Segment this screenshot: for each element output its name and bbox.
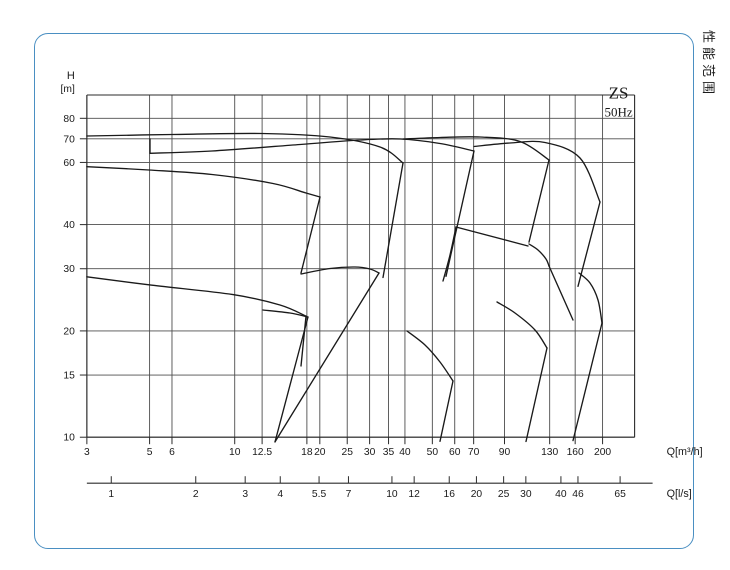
- svg-text:40: 40: [399, 447, 411, 458]
- svg-text:5.5: 5.5: [312, 489, 327, 500]
- svg-text:3: 3: [242, 489, 248, 500]
- svg-text:40: 40: [555, 489, 567, 500]
- svg-text:4: 4: [277, 489, 283, 500]
- svg-text:Q[l/s]: Q[l/s]: [667, 488, 692, 500]
- svg-text:60: 60: [449, 447, 461, 458]
- svg-text:[m]: [m]: [61, 84, 75, 95]
- svg-text:1: 1: [108, 489, 114, 500]
- svg-text:130: 130: [541, 447, 558, 458]
- svg-text:200: 200: [594, 447, 611, 458]
- svg-text:16: 16: [443, 489, 455, 500]
- svg-text:12.5: 12.5: [252, 447, 272, 458]
- svg-text:2: 2: [193, 489, 199, 500]
- svg-text:3: 3: [84, 447, 90, 458]
- svg-text:70: 70: [468, 447, 480, 458]
- svg-text:60: 60: [63, 158, 75, 169]
- svg-text:30: 30: [520, 489, 532, 500]
- svg-text:65: 65: [614, 489, 626, 500]
- svg-text:46: 46: [572, 489, 584, 500]
- svg-text:15: 15: [63, 371, 75, 382]
- svg-text:10: 10: [386, 489, 398, 500]
- svg-text:40: 40: [63, 220, 75, 231]
- svg-text:12: 12: [408, 489, 420, 500]
- svg-text:20: 20: [63, 326, 75, 337]
- svg-text:160: 160: [567, 447, 584, 458]
- svg-text:18: 18: [301, 447, 313, 458]
- svg-text:90: 90: [499, 447, 511, 458]
- svg-text:30: 30: [364, 447, 376, 458]
- svg-text:30: 30: [63, 264, 75, 275]
- svg-text:Q[m³/h]: Q[m³/h]: [667, 446, 703, 458]
- svg-text:5: 5: [147, 447, 153, 458]
- svg-text:H: H: [67, 70, 75, 82]
- svg-text:35: 35: [383, 447, 395, 458]
- svg-text:25: 25: [341, 447, 353, 458]
- svg-text:50: 50: [427, 447, 439, 458]
- svg-text:50Hz: 50Hz: [604, 104, 632, 119]
- svg-text:70: 70: [63, 134, 75, 145]
- svg-text:ZS: ZS: [609, 83, 629, 102]
- svg-text:25: 25: [498, 489, 510, 500]
- svg-text:6: 6: [169, 447, 175, 458]
- svg-text:7: 7: [346, 489, 352, 500]
- svg-text:10: 10: [229, 447, 241, 458]
- svg-text:80: 80: [63, 114, 75, 125]
- svg-text:20: 20: [314, 447, 326, 458]
- svg-text:20: 20: [471, 489, 483, 500]
- svg-text:10: 10: [63, 433, 75, 444]
